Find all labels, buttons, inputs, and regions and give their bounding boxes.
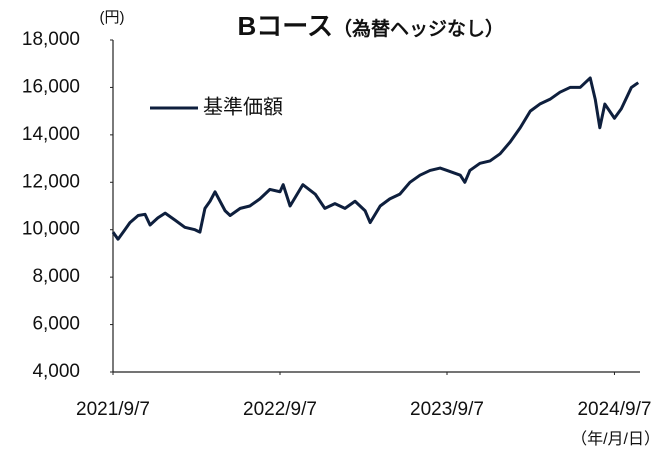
y-tick-label: 6,000: [32, 314, 80, 335]
x-tick-label: 2021/9/7: [76, 399, 150, 420]
series-line: [111, 76, 640, 241]
y-tick-label: 4,000: [32, 361, 80, 382]
y-tick-label: 12,000: [22, 171, 80, 192]
y-tick-label: 8,000: [32, 266, 80, 287]
x-tick-label: 2023/9/7: [410, 399, 484, 420]
y-unit: (円): [100, 9, 125, 26]
x-tick-label: 2024/9/7: [577, 399, 651, 420]
y-tick-label: 14,000: [22, 124, 80, 145]
y-tick-label: 18,000: [22, 29, 80, 50]
x-tick-label: 2022/9/7: [243, 399, 317, 420]
chart-title: Bコース: [238, 11, 333, 41]
chart-title-note: （為替ヘッジなし）: [333, 17, 504, 40]
legend-label: 基準価額: [203, 95, 283, 118]
y-tick-label: 10,000: [22, 219, 80, 240]
x-unit: （年/月/日）: [571, 430, 660, 448]
y-tick-label: 16,000: [22, 76, 80, 97]
